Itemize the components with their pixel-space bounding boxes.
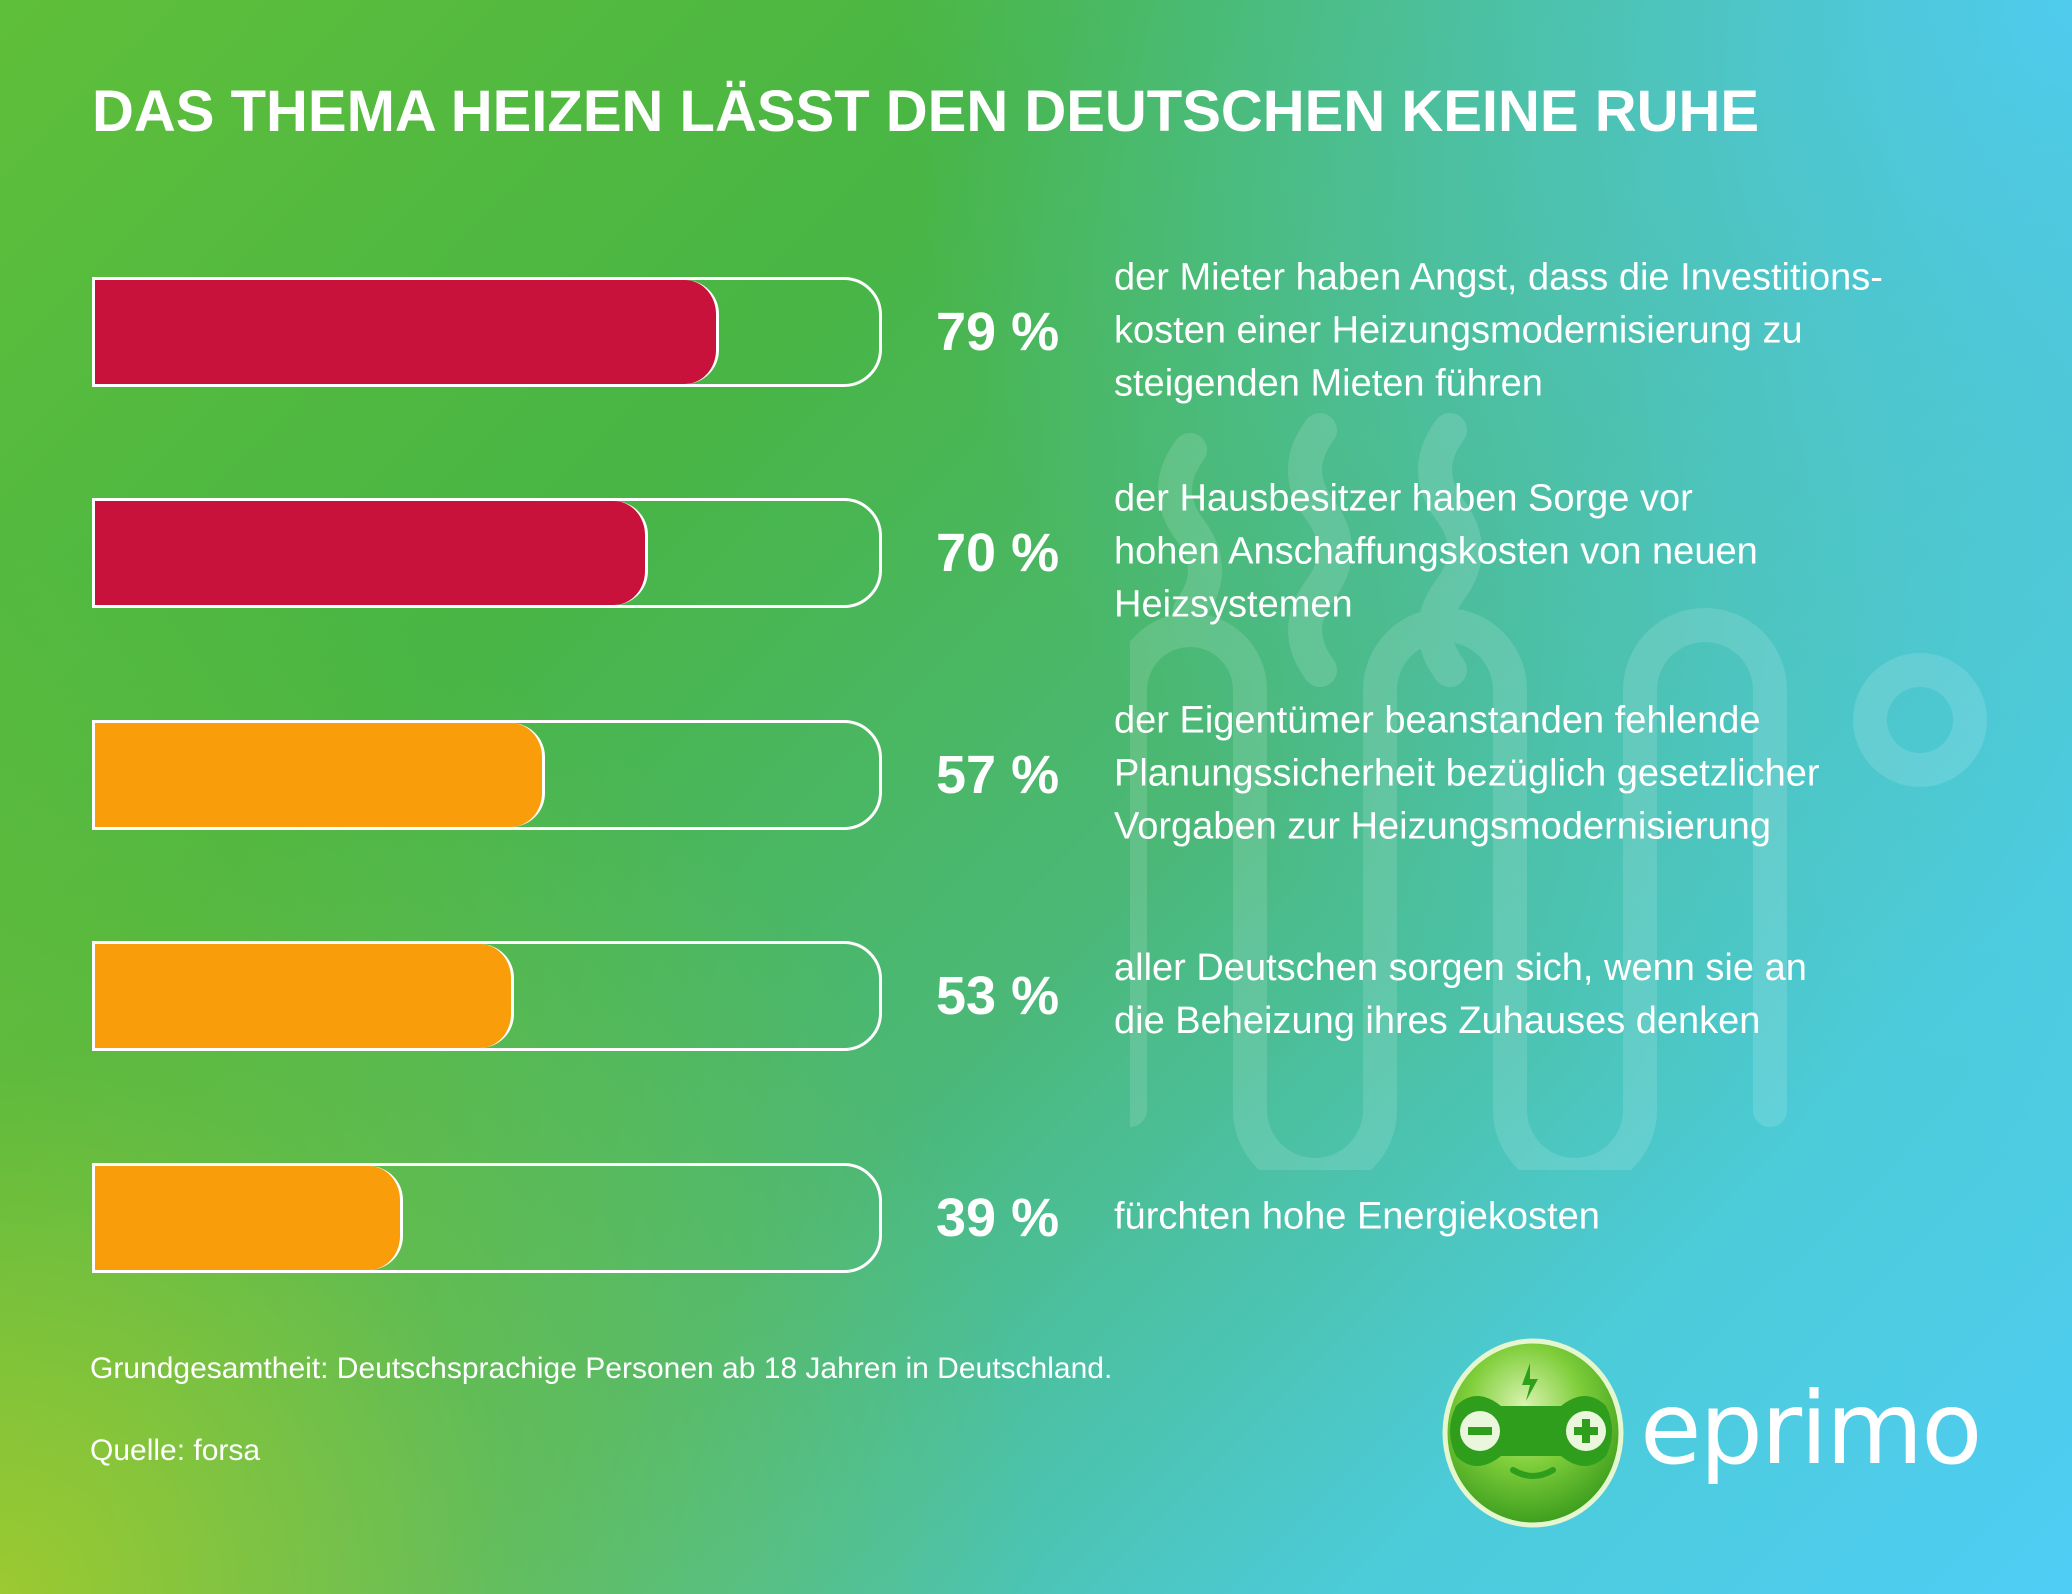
bar-track — [92, 1163, 882, 1273]
eprimo-wordmark: eprimo — [1640, 1370, 1982, 1487]
bar-row: 70 % der Hausbesitzer haben Sorge vor hoh… — [92, 478, 1992, 626]
bar-track — [92, 498, 882, 608]
page-title: DAS THEMA HEIZEN LÄSST DEN DEUTSCHEN KEI… — [92, 79, 1760, 144]
bar-description: der Mieter haben Angst, dass die Investi… — [1114, 256, 1883, 405]
bar-row: 79 % der Mieter haben Angst, dass die Inv… — [92, 257, 1992, 405]
bar-track — [92, 941, 882, 1051]
bar-value-label: 79 % — [936, 302, 1060, 362]
eprimo-mascot-icon — [1442, 1338, 1624, 1528]
bar-value-label: 57 % — [936, 745, 1060, 805]
bar-track — [92, 277, 882, 387]
bar-value-label: 70 % — [936, 523, 1060, 583]
footnote-source: Quelle: forsa — [90, 1434, 261, 1467]
bar-fill — [95, 501, 648, 605]
bar-value-label: 53 % — [936, 966, 1060, 1026]
bar-row: 57 % der Eigentümer beanstanden fehlende … — [92, 700, 1992, 848]
bar-description: fürchten hohe Energiekosten — [1114, 1195, 1600, 1238]
bar-row: 39 % fürchten hohe Energiekosten — [92, 1163, 1992, 1273]
footnote-base: Grundgesamtheit: Deutschsprachige Person… — [90, 1352, 1113, 1385]
bar-fill — [95, 723, 546, 827]
bar-fill — [95, 1166, 404, 1270]
bar-row: 53 % aller Deutschen sorgen sich, wenn si… — [92, 941, 1992, 1051]
bar-description: aller Deutschen sorgen sich, wenn sie an… — [1114, 947, 1807, 1042]
bar-description: der Eigentümer beanstanden fehlende Plan… — [1114, 699, 1820, 848]
bar-description: der Hausbesitzer haben Sorge vor hohen A… — [1114, 477, 1758, 626]
bar-track — [92, 720, 882, 830]
bar-value-label: 39 % — [936, 1188, 1060, 1248]
radiator-watermark-icon — [1130, 413, 1987, 1170]
bar-fill — [95, 280, 720, 384]
bar-fill — [95, 944, 514, 1048]
